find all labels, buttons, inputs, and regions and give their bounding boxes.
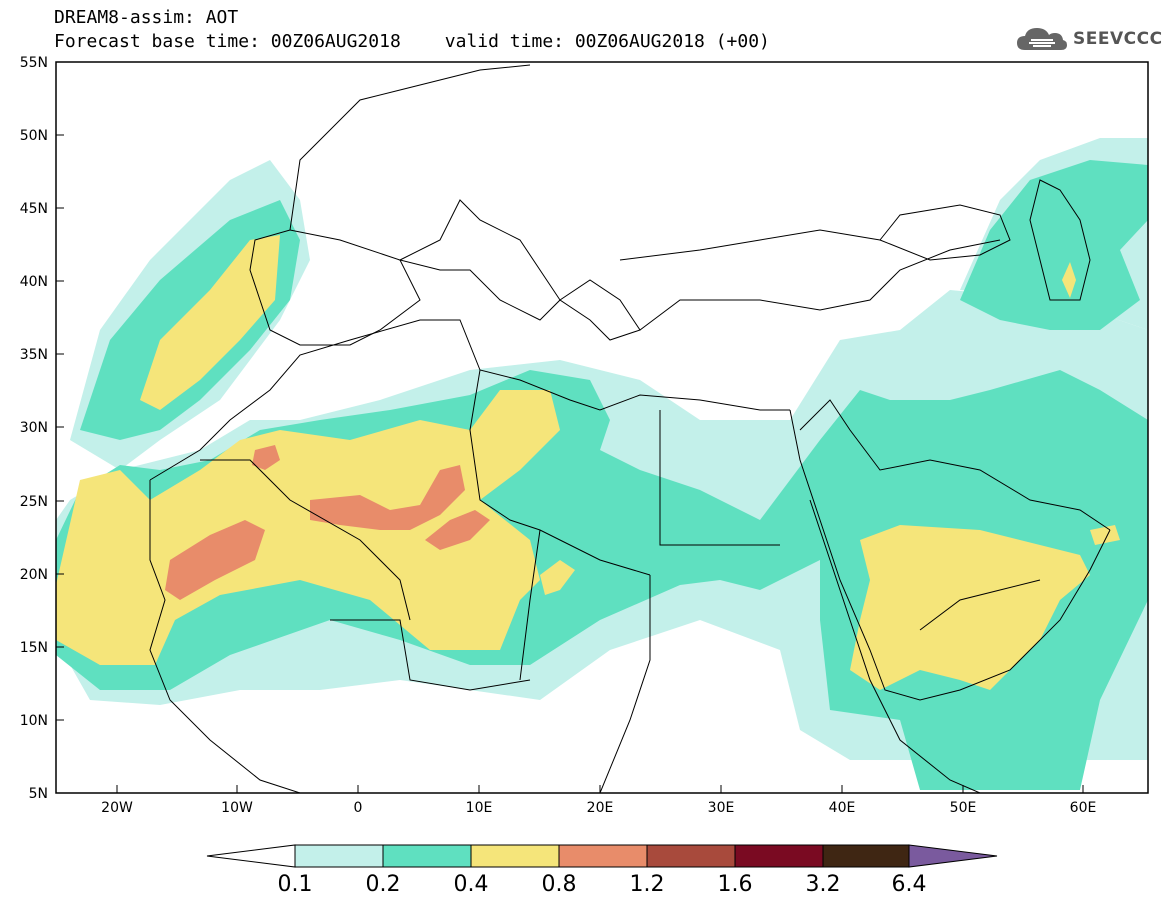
colorbar-label: 0.1 [278,872,313,897]
lat-axis: 55N 50N 45N 40N 35N 30N 25N 20N 15N 10N … [20,55,48,802]
lon-label: 20W [101,800,133,816]
lat-label: 30N [20,420,48,436]
colorbar-box [558,844,648,868]
lon-label: 50E [950,800,977,816]
lat-label: 40N [20,274,48,290]
lat-label: 45N [20,201,48,217]
lat-label: 50N [20,128,48,144]
lat-label: 10N [20,713,48,729]
lon-label: 60E [1070,800,1097,816]
colorbar-low-arrow [206,844,296,868]
coastlines [149,64,1111,793]
colorbar-high-arrow [908,844,998,868]
lon-axis: 20W 10W 0 10E 20E 30E 40E 50E 60E [101,800,1096,816]
lon-label: 30E [708,800,735,816]
colorbar: 0.1 0.2 0.4 0.8 1.2 1.6 3.2 6.4 [206,844,998,897]
lon-label: 10E [466,800,493,816]
lon-label: 40E [829,800,856,816]
logo-text: SEEVCCC [1073,29,1163,49]
colorbar-box [646,844,736,868]
lat-label: 35N [20,347,48,363]
lat-label: 55N [20,55,48,71]
valid-time-label: valid time: 00Z06AUG2018 (+00) [444,31,770,52]
colorbar-label: 3.2 [806,872,841,897]
lon-label: 20E [587,800,614,816]
lat-label: 5N [29,786,48,802]
seevccc-logo: SEEVCCC [1015,22,1163,56]
colorbar-label: 0.8 [542,872,577,897]
colorbar-label: 0.2 [366,872,401,897]
colorbar-label: 1.6 [718,872,753,897]
aot-field [56,138,1148,790]
tick-marks [56,61,1084,793]
colorbar-label: 6.4 [892,872,927,897]
map-title: DREAM8-assim: AOT [54,7,239,28]
cloud-icon [1017,28,1067,50]
colorbar-box [382,844,472,868]
lon-label: 0 [354,800,363,816]
lat-label: 15N [20,640,48,656]
colorbar-label: 1.2 [630,872,665,897]
colorbar-box [734,844,824,868]
colorbar-box [470,844,560,868]
lat-label: 20N [20,567,48,583]
lon-label: 10W [221,800,253,816]
lat-label: 25N [20,494,48,510]
colorbar-label: 0.4 [454,872,489,897]
base-time-label: Forecast base time: 00Z06AUG2018 [54,31,401,52]
colorbar-box [822,844,910,868]
colorbar-box [294,844,384,868]
time-info: Forecast base time: 00Z06AUG2018 valid ti… [54,32,770,52]
